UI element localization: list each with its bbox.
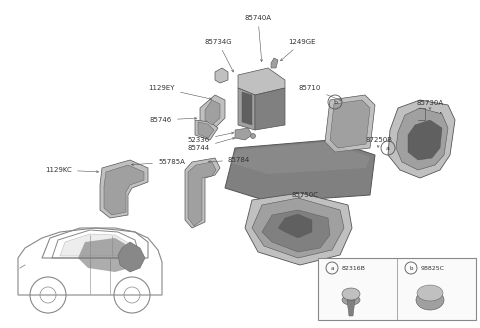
Text: 98825C: 98825C	[421, 265, 445, 271]
Polygon shape	[100, 160, 148, 218]
Polygon shape	[238, 88, 255, 130]
Polygon shape	[215, 68, 228, 83]
Polygon shape	[252, 198, 344, 258]
Text: 52336: 52336	[188, 132, 234, 143]
Polygon shape	[60, 234, 132, 256]
Ellipse shape	[417, 285, 443, 301]
Text: 85734G: 85734G	[204, 39, 233, 72]
Polygon shape	[118, 242, 145, 272]
Polygon shape	[235, 128, 252, 140]
Text: 85710: 85710	[299, 85, 342, 101]
Text: 85744: 85744	[188, 137, 235, 151]
Polygon shape	[330, 100, 370, 148]
Polygon shape	[325, 95, 375, 152]
Polygon shape	[238, 68, 285, 95]
FancyBboxPatch shape	[318, 258, 476, 320]
Text: 85734A: 85734A	[417, 112, 444, 121]
Text: a: a	[330, 265, 334, 271]
Text: b: b	[333, 99, 337, 105]
Text: 1129EY: 1129EY	[148, 85, 212, 100]
Polygon shape	[228, 142, 370, 174]
Text: 85730A: 85730A	[417, 100, 444, 109]
Polygon shape	[225, 140, 375, 202]
Text: 87250B: 87250B	[365, 137, 392, 147]
Polygon shape	[195, 120, 218, 140]
Text: 85784: 85784	[208, 157, 250, 163]
Text: 85740A: 85740A	[244, 15, 272, 62]
Polygon shape	[188, 162, 216, 226]
Text: a: a	[386, 146, 390, 151]
Polygon shape	[255, 88, 285, 130]
Polygon shape	[242, 92, 252, 125]
Polygon shape	[198, 122, 214, 138]
Text: 1249GE: 1249GE	[280, 39, 316, 61]
Polygon shape	[347, 300, 355, 316]
Polygon shape	[78, 238, 132, 272]
Polygon shape	[408, 120, 442, 160]
Polygon shape	[185, 158, 220, 228]
Ellipse shape	[342, 295, 360, 305]
Polygon shape	[245, 193, 352, 265]
Text: b: b	[409, 265, 413, 271]
Text: 85750C: 85750C	[291, 192, 319, 198]
Polygon shape	[262, 210, 330, 252]
Text: 85746: 85746	[150, 117, 197, 123]
Polygon shape	[205, 100, 220, 125]
Polygon shape	[396, 108, 448, 170]
Polygon shape	[200, 95, 225, 128]
Ellipse shape	[416, 290, 444, 310]
Polygon shape	[271, 58, 278, 68]
Circle shape	[251, 133, 255, 138]
Polygon shape	[104, 165, 144, 215]
Polygon shape	[278, 214, 312, 238]
Polygon shape	[388, 100, 455, 178]
Text: 55785A: 55785A	[132, 159, 185, 166]
Text: 82316B: 82316B	[342, 265, 366, 271]
Text: 1129KC: 1129KC	[45, 167, 98, 173]
Ellipse shape	[342, 288, 360, 300]
